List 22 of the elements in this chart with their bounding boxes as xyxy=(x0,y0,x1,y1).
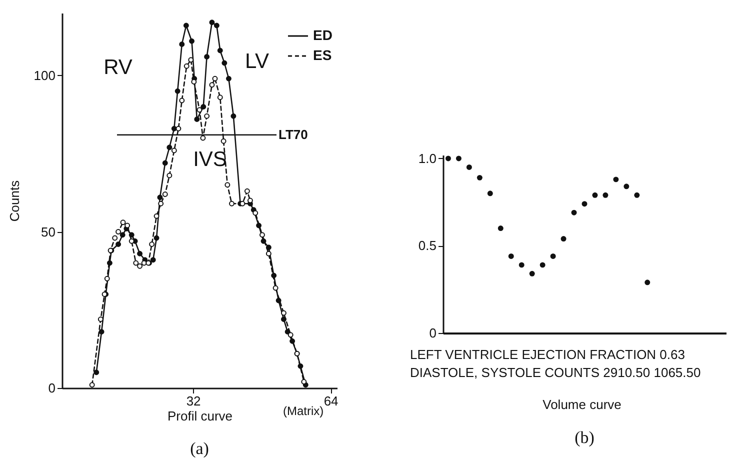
ref-line-label: LT70 xyxy=(278,126,308,142)
annotation: IVS xyxy=(193,148,227,171)
x-tick-label: 32 xyxy=(186,394,201,408)
legend-label: ED xyxy=(313,27,332,43)
x-axis-title: Profil curve xyxy=(167,408,233,424)
y-tick-label: 100 xyxy=(34,68,56,83)
y-tick-label: 50 xyxy=(41,224,56,240)
x-tick-label: 64 xyxy=(324,394,338,408)
y-tick-label: 0 xyxy=(429,326,436,340)
y-tick-label: 0 xyxy=(48,380,56,396)
y-tick-label: 0.5 xyxy=(418,238,436,254)
y-axis-title: Counts xyxy=(6,180,22,222)
text: LEFT VENTRICLE EJECTION FRACTION 0.63 xyxy=(410,347,685,362)
text: (b) xyxy=(574,428,594,447)
text: (a) xyxy=(190,439,209,458)
annotation: RV xyxy=(104,56,132,79)
text: Volume curve xyxy=(542,397,622,412)
legend-label: ES xyxy=(313,47,332,63)
y-tick-label: 1.0 xyxy=(418,150,436,166)
text: DIASTOLE, SYSTOLE COUNTS 2910.50 1065.50 xyxy=(410,365,701,380)
text: (Matrix) xyxy=(283,404,324,418)
annotation: LV xyxy=(244,50,270,73)
